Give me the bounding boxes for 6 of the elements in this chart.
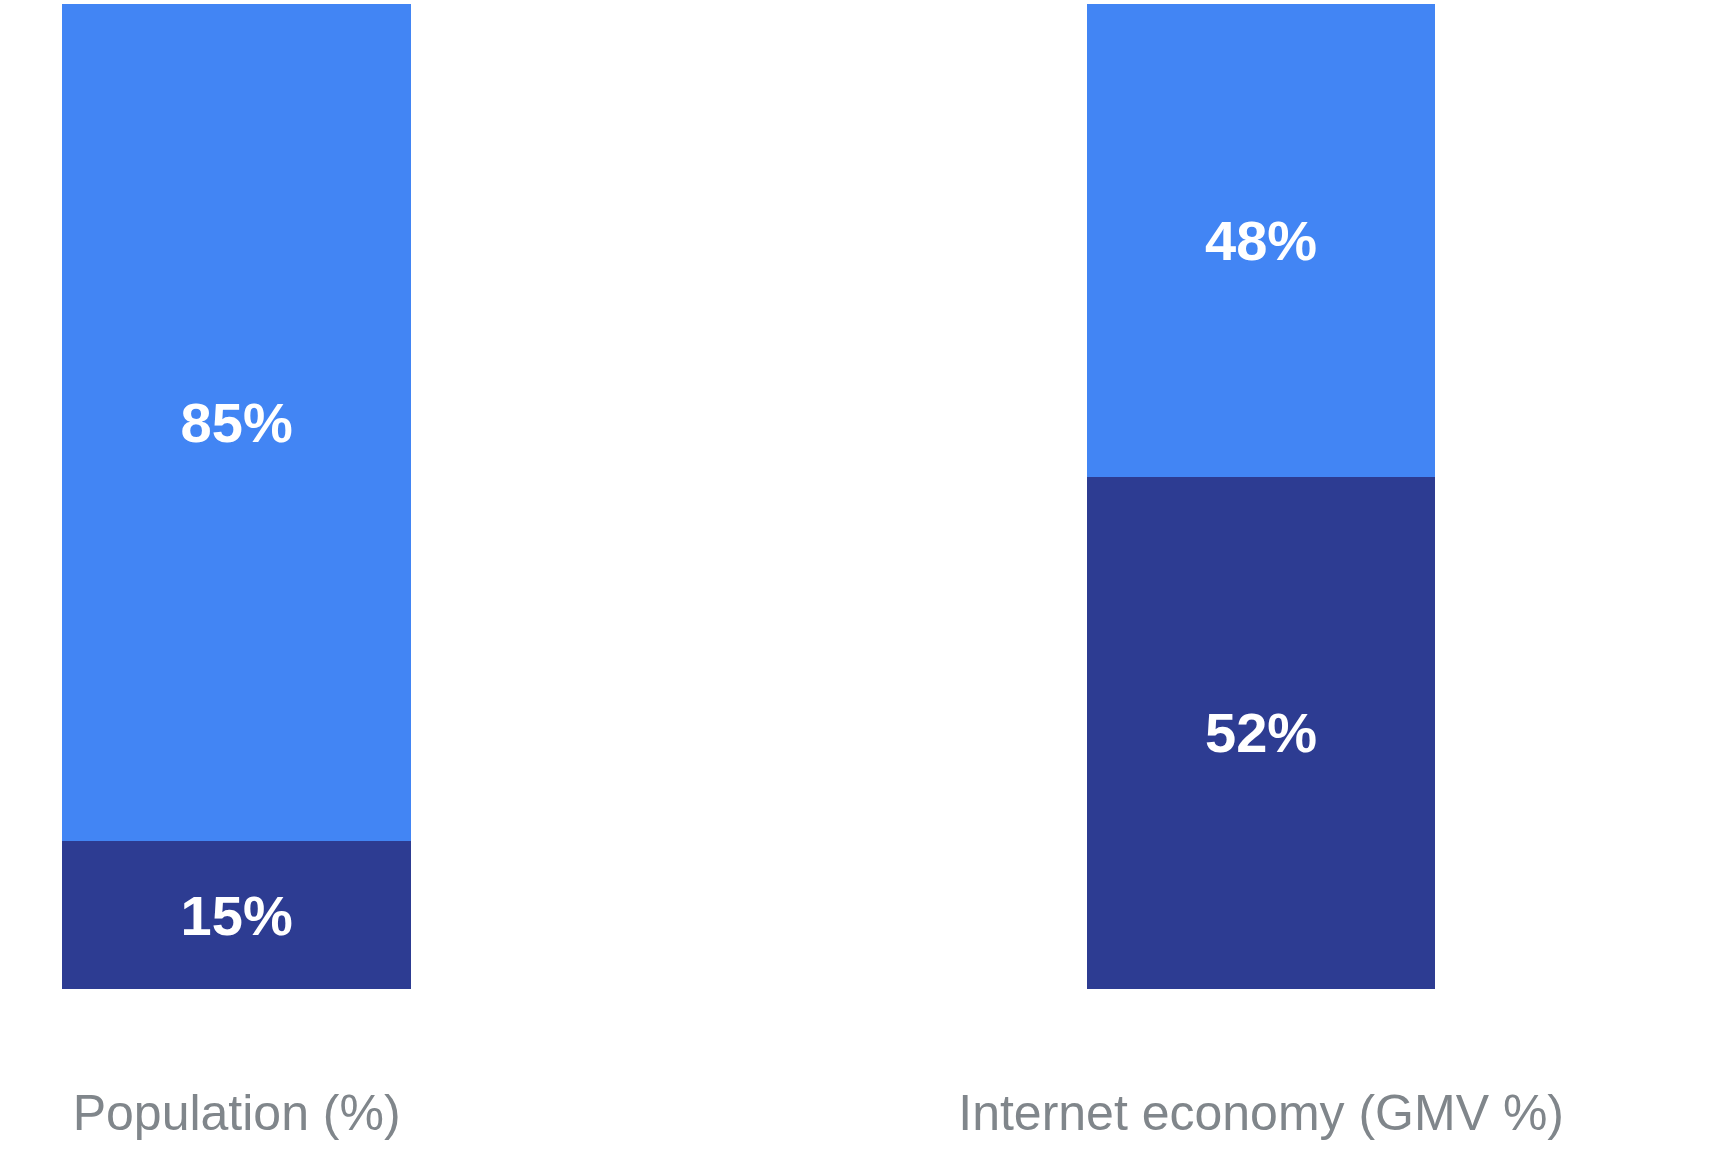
data-label: 48% [1205, 208, 1318, 272]
x-tick-label: Population (%) [72, 1085, 401, 1141]
data-label: 52% [1205, 701, 1318, 765]
data-label: 85% [180, 391, 293, 455]
data-label: 15% [180, 883, 293, 947]
x-tick-label: Internet economy (GMV %) [958, 1085, 1564, 1141]
